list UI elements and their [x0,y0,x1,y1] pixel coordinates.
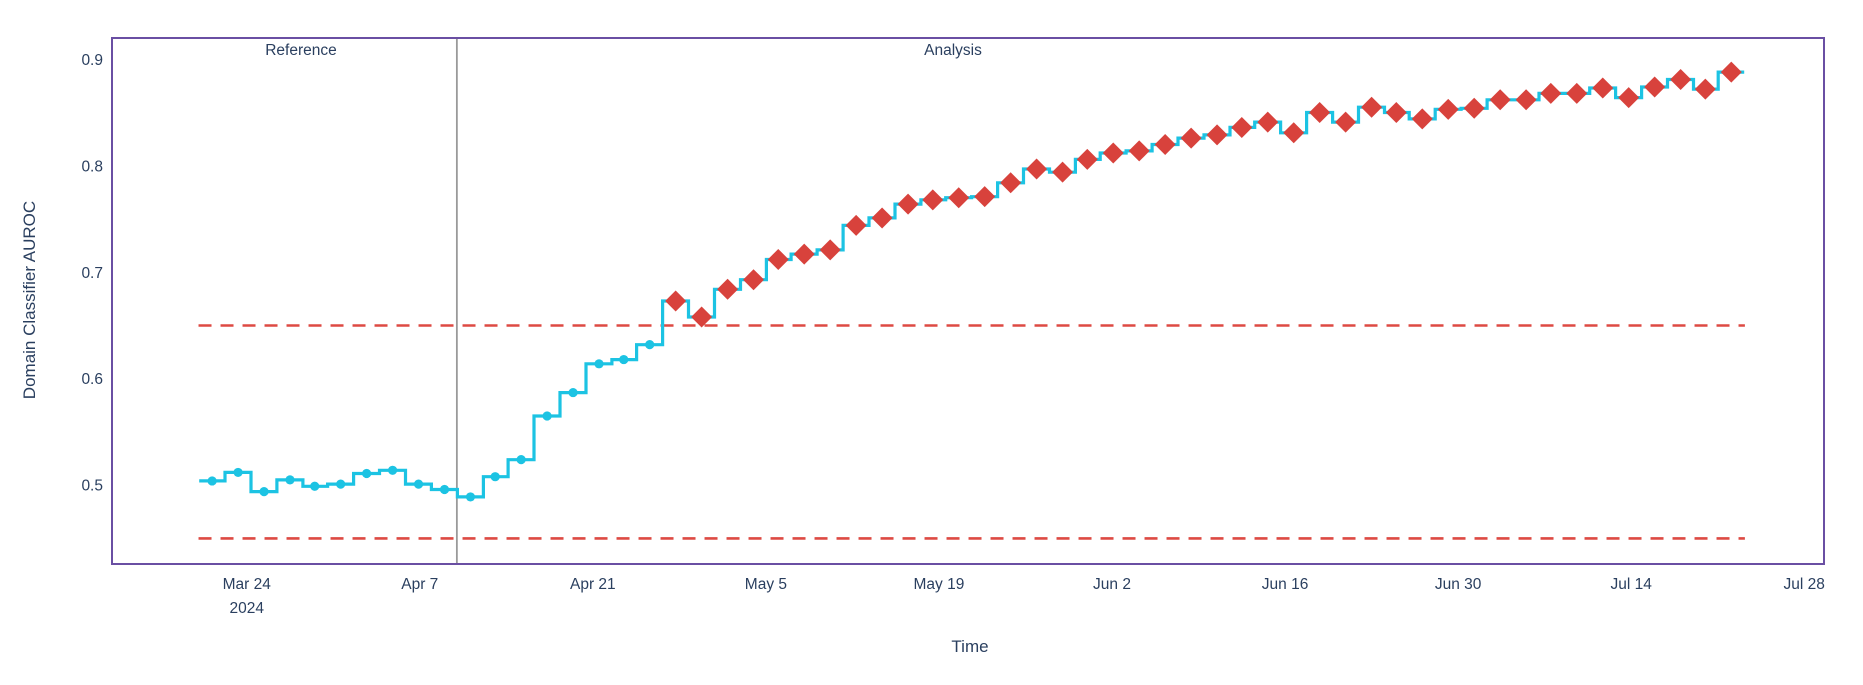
chunk-marker-dot[interactable] [362,468,372,479]
chunk-marker-dot[interactable] [568,387,578,398]
drift-alert-diamond[interactable] [1720,61,1742,83]
metric-step-line [199,70,1745,499]
x-tick-label: May 19 [914,576,965,593]
x-axis-year-label: 2024 [229,600,264,617]
drift-alert-diamond[interactable] [819,239,841,261]
drift-alert-diamond[interactable] [948,187,970,209]
chunk-marker-dot[interactable] [310,481,320,491]
drift-alert-diamond[interactable] [1309,102,1331,124]
chunk-marker-dot[interactable] [207,476,217,486]
drift-alert-diamond[interactable] [1231,116,1253,138]
x-tick-label: Jun 16 [1262,576,1309,593]
y-tick-label: 0.9 [81,52,103,69]
drift-alert-diamond[interactable] [1489,89,1511,111]
drift-alert-diamond[interactable] [1283,122,1305,144]
drift-alert-diamond[interactable] [691,306,713,328]
drift-alert-diamond[interactable] [743,269,765,291]
y-axis-title: Domain Classifier AUROC [20,200,39,400]
drift-alert-diamond[interactable] [1694,78,1716,100]
drift-alert-diamond[interactable] [1335,111,1357,133]
drift-alert-diamond[interactable] [1670,69,1692,91]
chunk-marker-dot[interactable] [594,359,604,369]
x-tick-label: May 5 [745,576,787,593]
chunk-marker-dot[interactable] [413,479,424,489]
chunk-marker-dot[interactable] [439,484,450,495]
drift-alert-diamond[interactable] [1515,89,1537,111]
x-tick-label: Apr 21 [570,576,616,593]
drift-alert-diamond[interactable] [1566,82,1588,104]
drift-alert-diamond[interactable] [1154,133,1176,155]
drift-alert-diamond[interactable] [1000,172,1022,194]
chunk-marker-dot[interactable] [619,354,629,365]
drift-alert-diamond[interactable] [1437,98,1459,120]
drift-alert-diamond[interactable] [1102,142,1124,164]
drift-alert-diamond[interactable] [793,243,815,265]
drift-alert-diamond[interactable] [1052,161,1074,183]
x-tick-label: Apr 7 [401,576,438,593]
drift-alert-diamond[interactable] [1411,108,1433,130]
drift-alert-diamond[interactable] [922,189,944,211]
drift-alert-diamond[interactable] [1180,127,1202,149]
chunk-marker-dot[interactable] [490,472,500,482]
drift-alert-diamond[interactable] [1206,124,1228,146]
drift-alert-diamond[interactable] [1257,111,1279,133]
drift-alert-diamond[interactable] [665,290,687,312]
drift-alert-diamond[interactable] [1540,82,1562,104]
chunk-marker-dot[interactable] [387,465,398,475]
chunk-marker-dot[interactable] [259,486,269,497]
drift-alert-diamond[interactable] [845,214,867,236]
drift-alert-diamond[interactable] [1644,76,1666,98]
drift-alert-diamond[interactable] [717,278,739,300]
drift-alert-diamond[interactable] [1076,148,1098,170]
chunk-marker-dot[interactable] [542,411,552,421]
drift-alert-diamond[interactable] [1026,158,1048,180]
chunk-marker-dot[interactable] [285,475,295,485]
x-tick-label: Jul 14 [1610,576,1652,593]
chunk-marker-dot[interactable] [465,492,476,502]
drift-alert-diamond[interactable] [974,186,996,208]
drift-alert-diamond[interactable] [1592,77,1614,99]
drift-alert-diamond[interactable] [1618,87,1640,109]
drift-alert-diamond[interactable] [1385,102,1407,124]
x-tick-label: Jun 30 [1435,576,1482,593]
y-tick-label: 0.8 [81,158,103,175]
x-tick-label: Mar 24 [223,576,272,593]
x-tick-label: Jun 2 [1093,576,1131,593]
drift-alert-diamond[interactable] [1128,140,1150,162]
chunk-marker-dot[interactable] [516,455,526,465]
drift-alert-diamond[interactable] [1361,96,1383,118]
plot-frame [111,37,1825,565]
drift-alert-diamond[interactable] [767,248,789,270]
reference-period-label: Reference [265,42,337,59]
chunk-marker-dot[interactable] [233,467,243,478]
drift-alert-diamond[interactable] [897,193,919,215]
x-axis-title: Time [951,637,989,656]
y-tick-label: 0.6 [81,371,103,388]
y-tick-label: 0.5 [81,478,103,495]
chunk-marker-dot[interactable] [645,340,655,350]
x-tick-label: Jul 28 [1784,576,1825,593]
analysis-period-label: Analysis [924,42,982,59]
drift-alert-diamond[interactable] [871,207,893,229]
y-tick-label: 0.7 [81,265,103,282]
drift-alert-diamond[interactable] [1463,97,1485,119]
chunk-marker-dot[interactable] [336,479,346,489]
